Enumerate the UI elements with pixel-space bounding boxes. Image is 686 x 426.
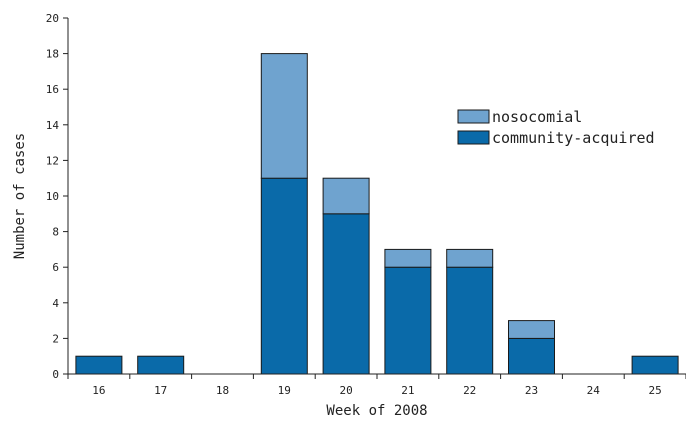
x-tick-label: 22 — [463, 384, 476, 397]
x-tick-label: 25 — [648, 384, 661, 397]
bar-nosocomial-week-23 — [508, 320, 555, 339]
legend-label-nosocomial: nosocomial — [492, 108, 582, 126]
legend-label-community-acquired: community-acquired — [492, 129, 655, 147]
bar-community-acquired-week-23 — [508, 337, 555, 375]
y-tick-label: 2 — [52, 332, 59, 345]
x-tick-label: 16 — [92, 384, 105, 397]
x-tick-label: 17 — [154, 384, 167, 397]
y-tick-label: 12 — [46, 154, 59, 167]
y-axis-title: Number of cases — [12, 133, 28, 259]
bar-nosocomial-week-22 — [446, 248, 494, 268]
x-tick-label: 23 — [525, 384, 538, 397]
legend-swatch-nosocomial — [457, 109, 490, 124]
bar-nosocomial-week-19 — [260, 53, 308, 179]
x-ticks-group: 16 17 18 19 20 21 22 23 24 25 — [67, 374, 686, 397]
bar-community-acquired-week-21 — [384, 266, 432, 375]
y-tick-label: 8 — [52, 226, 59, 239]
x-tick-label: 20 — [339, 384, 352, 397]
x-tick-label: 24 — [587, 384, 601, 397]
y-tick-label: 10 — [46, 190, 59, 203]
y-ticks-group: 0 2 4 6 8 10 12 14 16 18 20 — [46, 12, 68, 381]
bar-nosocomial-week-21 — [384, 248, 432, 268]
y-tick-label: 6 — [52, 261, 59, 274]
x-tick-label: 21 — [401, 384, 414, 397]
axes-group — [67, 18, 686, 375]
bars-group — [75, 53, 679, 375]
bar-community-acquired-week-16 — [75, 355, 123, 375]
legend: nosocomial community-acquired — [457, 108, 655, 147]
y-tick-label: 20 — [46, 12, 59, 25]
bar-community-acquired-week-22 — [446, 266, 494, 375]
x-axis-title: Week of 2008 — [326, 403, 427, 419]
bar-community-acquired-week-20 — [322, 213, 370, 375]
y-tick-label: 0 — [52, 368, 59, 381]
y-tick-label: 16 — [46, 83, 59, 96]
x-tick-label: 18 — [216, 384, 229, 397]
bar-community-acquired-week-17 — [137, 355, 185, 375]
bar-community-acquired-week-19 — [260, 177, 308, 375]
y-tick-label: 14 — [46, 119, 60, 132]
bar-community-acquired-week-25 — [631, 355, 679, 375]
legend-swatch-community-acquired — [457, 130, 490, 145]
x-tick-label: 19 — [278, 384, 291, 397]
y-tick-label: 4 — [52, 297, 59, 310]
y-tick-label: 18 — [46, 48, 59, 61]
bar-nosocomial-week-20 — [322, 177, 370, 215]
